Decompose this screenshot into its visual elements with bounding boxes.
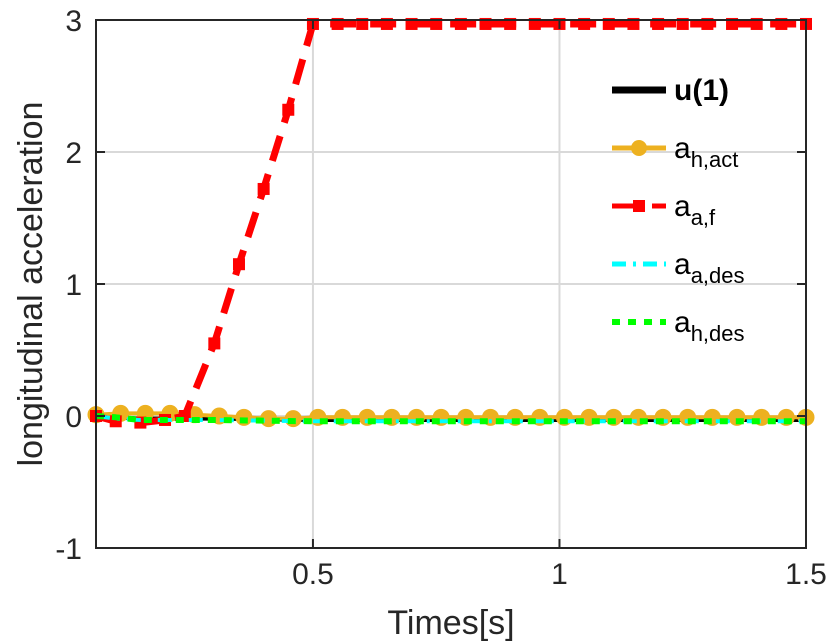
- x-axis-title: Times[s]: [387, 604, 514, 642]
- legend-label: u(1): [674, 74, 729, 107]
- y-tick-label: 0: [65, 401, 82, 434]
- legend-marker: [633, 200, 645, 212]
- data-point: [257, 182, 270, 195]
- legend-label-subscript: h,act: [691, 147, 739, 172]
- series-a-h-des: [95, 413, 806, 425]
- legend-entry: u(1): [612, 74, 729, 107]
- x-tick-label: 1: [551, 558, 568, 591]
- y-tick-label: 1: [65, 269, 82, 302]
- y-tick-label: 3: [65, 5, 82, 38]
- legend-entry: aa,f: [612, 190, 716, 230]
- legend-label-subscript: h,des: [691, 321, 745, 346]
- data-point: [232, 258, 245, 271]
- data-point: [208, 337, 221, 350]
- x-tick-label: 0.5: [292, 558, 334, 591]
- y-tick-label: 2: [65, 137, 82, 170]
- tick-labels: 0.5 1 1.5 -1 0 1 2 3: [55, 5, 827, 591]
- series-line: [95, 413, 806, 425]
- y-tick-label: -1: [55, 533, 82, 566]
- data-point: [504, 17, 517, 30]
- legend-label-subscript: a,des: [691, 263, 745, 288]
- legend-marker: [631, 140, 647, 156]
- x-tick-label: 1.5: [785, 558, 827, 591]
- legend-label-subscript: a,f: [691, 205, 716, 230]
- ticks: [96, 19, 807, 549]
- y-axis-title: longitudinal acceleration: [12, 102, 50, 467]
- data-point: [282, 103, 295, 116]
